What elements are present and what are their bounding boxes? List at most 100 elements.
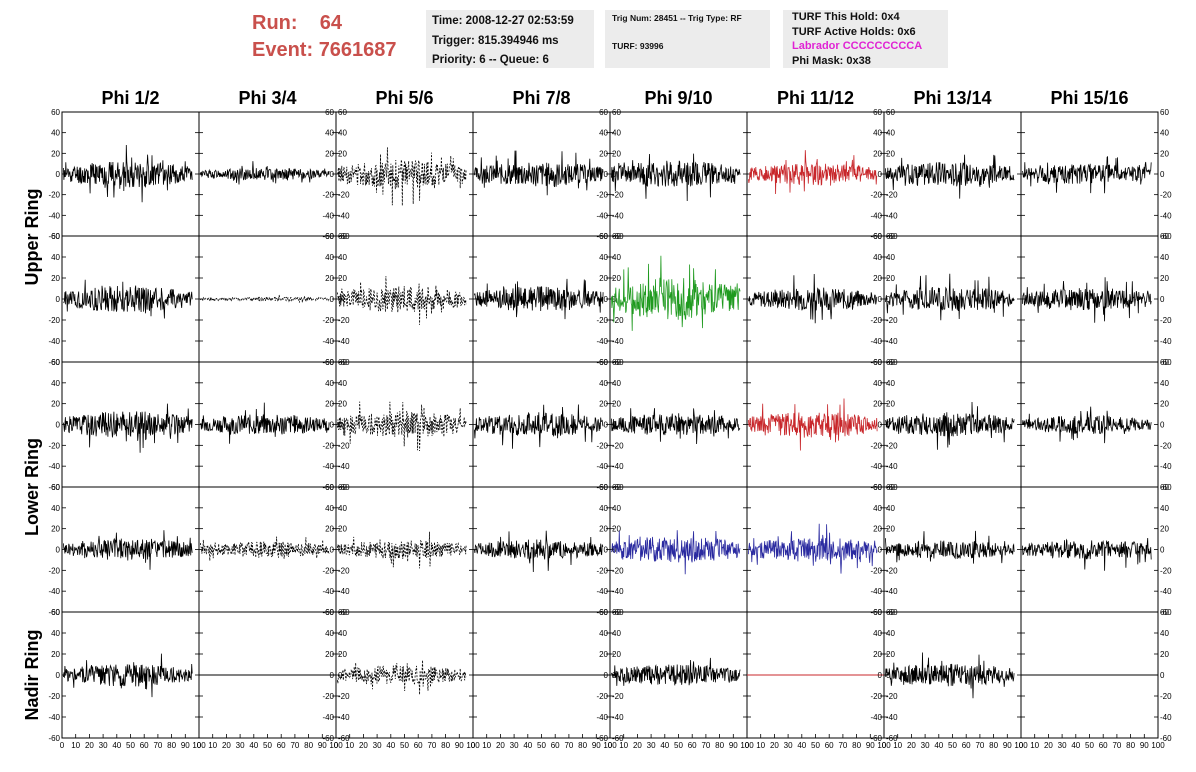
x-tick-label: 50 bbox=[400, 741, 409, 750]
y-tick-label: -40 bbox=[338, 713, 350, 722]
y-tick-label: -20 bbox=[596, 692, 608, 701]
y-tick-label: 60 bbox=[51, 108, 60, 117]
x-tick-label: 70 bbox=[1112, 741, 1121, 750]
x-tick-label: 30 bbox=[784, 741, 793, 750]
x-tick-label: 60 bbox=[1099, 741, 1108, 750]
y-tick-label: 0 bbox=[56, 671, 61, 680]
x-tick-label: 20 bbox=[1044, 741, 1053, 750]
panel-frame bbox=[472, 361, 611, 488]
y-tick-label: 20 bbox=[51, 149, 60, 158]
y-tick-label: 40 bbox=[338, 629, 347, 638]
y-tick-label: 60 bbox=[325, 483, 334, 492]
y-tick-label: 20 bbox=[51, 525, 60, 534]
y-tick-label: 40 bbox=[338, 379, 347, 388]
y-tick-label: 60 bbox=[873, 483, 882, 492]
y-tick-label: 0 bbox=[56, 295, 61, 304]
waveform-trace bbox=[1022, 277, 1152, 323]
trig-num-text: Trig Num: 28451 -- Trig Type: RF bbox=[612, 13, 742, 23]
y-tick-label: -20 bbox=[870, 441, 882, 450]
y-tick-label: 40 bbox=[599, 504, 608, 513]
y-tick-label: -40 bbox=[870, 211, 882, 220]
waveform-trace bbox=[611, 657, 741, 686]
y-tick-label: 0 bbox=[878, 546, 883, 555]
y-tick-label: 20 bbox=[325, 274, 334, 283]
event-label: Event: bbox=[252, 39, 314, 61]
y-tick-label: 20 bbox=[599, 400, 608, 409]
waveform-trace bbox=[337, 531, 467, 569]
x-tick-label: 50 bbox=[263, 741, 272, 750]
y-tick-label: 40 bbox=[612, 379, 621, 388]
x-tick-label: 20 bbox=[222, 741, 231, 750]
y-tick-label: -20 bbox=[596, 191, 608, 200]
x-tick-label: 70 bbox=[838, 741, 847, 750]
x-tick-label: 40 bbox=[523, 741, 532, 750]
y-tick-label: 40 bbox=[338, 129, 347, 138]
y-tick-label: -20 bbox=[322, 692, 334, 701]
y-tick-label: -20 bbox=[322, 441, 334, 450]
x-tick-label: 40 bbox=[1071, 741, 1080, 750]
panel-frame bbox=[335, 486, 474, 613]
waveform-trace bbox=[748, 523, 878, 574]
y-tick-label: -60 bbox=[596, 734, 608, 743]
waveform-trace bbox=[337, 401, 467, 452]
y-tick-label: 40 bbox=[886, 629, 895, 638]
y-tick-label: 40 bbox=[325, 379, 334, 388]
y-tick-label: 20 bbox=[886, 650, 895, 659]
y-tick-label: 0 bbox=[338, 170, 343, 179]
waveform-trace bbox=[63, 403, 193, 453]
x-tick-label: 80 bbox=[578, 741, 587, 750]
y-tick-label: 0 bbox=[330, 671, 335, 680]
x-tick-label: 0 bbox=[608, 741, 613, 750]
x-tick-label: 0 bbox=[1019, 741, 1024, 750]
y-tick-label: -40 bbox=[48, 337, 60, 346]
waveform-trace bbox=[200, 161, 330, 185]
y-tick-label: 40 bbox=[325, 129, 334, 138]
y-tick-label: 0 bbox=[338, 421, 343, 430]
y-tick-label: -20 bbox=[338, 316, 350, 325]
x-tick-label: 80 bbox=[304, 741, 313, 750]
x-tick-label: 30 bbox=[921, 741, 930, 750]
x-tick-label: 90 bbox=[592, 741, 601, 750]
y-tick-label: 60 bbox=[599, 108, 608, 117]
x-tick-label: 50 bbox=[811, 741, 820, 750]
event-line: Event: 7661687 bbox=[252, 37, 397, 64]
y-tick-label: 20 bbox=[338, 149, 347, 158]
x-tick-label: 90 bbox=[1003, 741, 1012, 750]
x-tick-label: 30 bbox=[373, 741, 382, 750]
y-tick-label: -40 bbox=[1160, 713, 1172, 722]
x-tick-label: 100 bbox=[329, 741, 343, 750]
x-tick-label: 10 bbox=[619, 741, 628, 750]
row-title: Lower Ring bbox=[22, 438, 42, 536]
y-tick-label: 60 bbox=[51, 358, 60, 367]
x-tick-label: 60 bbox=[277, 741, 286, 750]
y-tick-label: -20 bbox=[1160, 316, 1172, 325]
y-tick-label: -20 bbox=[886, 441, 898, 450]
y-tick-label: -20 bbox=[48, 441, 60, 450]
x-tick-label: 20 bbox=[633, 741, 642, 750]
waveform-trace bbox=[748, 150, 878, 195]
x-tick-label: 60 bbox=[688, 741, 697, 750]
y-tick-label: 40 bbox=[338, 504, 347, 513]
y-tick-label: 20 bbox=[338, 525, 347, 534]
y-tick-label: 60 bbox=[1160, 608, 1169, 617]
y-tick-label: -20 bbox=[886, 191, 898, 200]
y-tick-label: -40 bbox=[48, 462, 60, 471]
y-tick-label: 60 bbox=[599, 483, 608, 492]
x-tick-label: 30 bbox=[510, 741, 519, 750]
waveform-trace bbox=[885, 530, 1015, 564]
y-tick-label: 40 bbox=[1160, 253, 1169, 262]
y-tick-label: -20 bbox=[1160, 441, 1172, 450]
x-tick-label: 100 bbox=[1014, 741, 1028, 750]
x-tick-label: 80 bbox=[441, 741, 450, 750]
y-tick-label: 0 bbox=[604, 170, 609, 179]
y-tick-label: -40 bbox=[48, 587, 60, 596]
trigger-info-box: Trig Num: 28451 -- Trig Type: RF TURF: 9… bbox=[605, 10, 770, 68]
run-value: 64 bbox=[319, 12, 343, 34]
y-tick-label: 0 bbox=[56, 170, 61, 179]
y-tick-label: 40 bbox=[886, 129, 895, 138]
x-tick-label: 70 bbox=[564, 741, 573, 750]
